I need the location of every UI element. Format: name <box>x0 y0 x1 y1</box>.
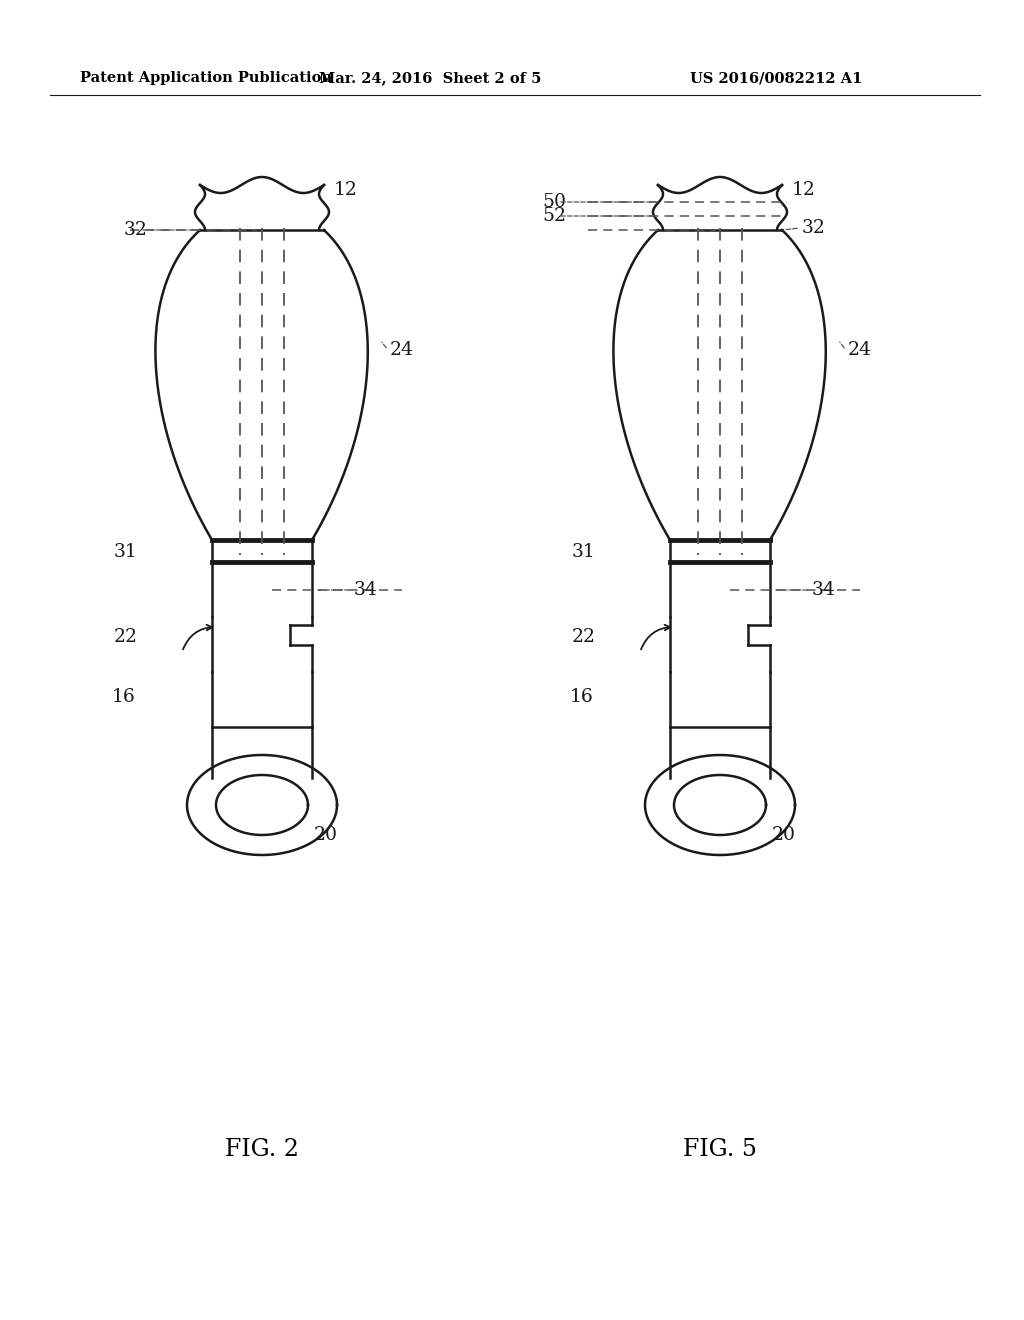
Text: 32: 32 <box>124 220 147 239</box>
Text: US 2016/0082212 A1: US 2016/0082212 A1 <box>690 71 862 84</box>
Text: FIG. 2: FIG. 2 <box>225 1138 299 1162</box>
Text: 34: 34 <box>354 581 378 599</box>
Text: 20: 20 <box>314 826 338 843</box>
Text: 31: 31 <box>114 543 138 561</box>
Text: 16: 16 <box>570 688 594 706</box>
Text: 50: 50 <box>542 193 566 211</box>
Text: 22: 22 <box>114 628 138 645</box>
Text: 24: 24 <box>848 341 872 359</box>
Text: 22: 22 <box>572 628 596 645</box>
Text: 31: 31 <box>572 543 596 561</box>
FancyArrowPatch shape <box>183 624 212 649</box>
Text: 12: 12 <box>792 181 816 199</box>
Text: 32: 32 <box>802 219 826 238</box>
Text: 34: 34 <box>812 581 836 599</box>
Text: Patent Application Publication: Patent Application Publication <box>80 71 332 84</box>
FancyArrowPatch shape <box>641 624 670 649</box>
Text: 16: 16 <box>112 688 136 706</box>
Text: Mar. 24, 2016  Sheet 2 of 5: Mar. 24, 2016 Sheet 2 of 5 <box>318 71 542 84</box>
Text: 52: 52 <box>542 207 566 224</box>
Text: 12: 12 <box>334 181 357 199</box>
Text: FIG. 5: FIG. 5 <box>683 1138 757 1162</box>
Text: 20: 20 <box>772 826 796 843</box>
Text: 24: 24 <box>390 341 414 359</box>
